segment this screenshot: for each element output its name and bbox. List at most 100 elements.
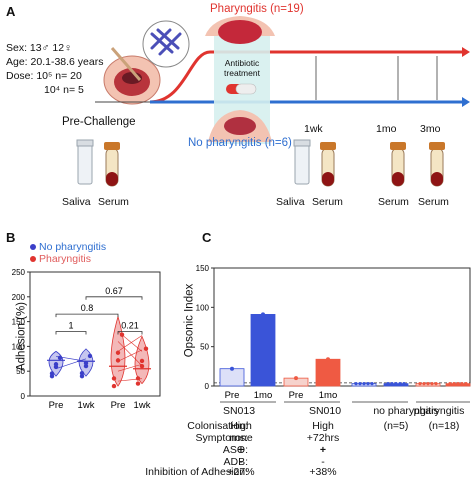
significance-bracket [117,331,143,335]
significance-bracket [55,331,87,335]
no-pharyngitis-label: No pharyngitis (n=6) [188,137,292,149]
pharyngitis-label: Pharyngitis (n=19) [210,3,304,15]
table-cell-sn010: - [321,456,325,468]
table-cell-sn013: - [239,456,243,468]
data-point [139,358,145,364]
data-point [460,382,464,386]
legend-dot-red [30,256,36,262]
data-point [139,363,145,369]
data-point [386,382,390,386]
demographic-age: Age: 20.1-38.6 years [6,56,104,68]
y-tick-label: 100 [196,303,210,312]
panel-b-letter: B [6,230,16,245]
table-cell-sn010: + [319,444,327,456]
y-tick-label: 150 [12,318,26,327]
panel-c-letter: C [202,230,212,245]
data-point [362,382,366,386]
demographic-dose-2: 10⁴ n= 5 [44,84,84,96]
sample-label-serum: Serum [98,196,129,208]
table-cell-sn013: none [229,432,253,444]
data-point [394,382,398,386]
plot-frame [29,271,161,397]
legend-no-pharyngitis: No pharyngitis [30,241,106,253]
paired-line [117,331,143,352]
bar [250,314,276,387]
data-point [261,312,265,317]
x-tick-label: 1wk [78,400,95,411]
pharyngitis-throat-illustration [205,16,275,44]
p-value-label: 0.67 [105,286,123,296]
data-point [418,382,422,386]
y-tick-label: 250 [12,268,26,277]
y-tick-label: 150 [196,264,210,273]
table-row-label: Symptoms: [195,432,248,444]
data-point [230,366,234,371]
x-tick-label: 1wk [134,400,151,411]
x-tick-label: Pre [225,390,240,401]
antibiotic-pill-icon [226,83,257,95]
timepoint-3mo: 3mo [420,123,441,135]
data-point [111,376,117,381]
paired-line [117,378,143,382]
data-point [294,376,298,381]
data-point [422,382,426,386]
legend-pharyngitis-label: Pharyngitis [39,253,91,265]
data-point [143,346,149,351]
p-value-label: 0.21 [121,321,139,331]
data-point [358,382,362,386]
timepoint-1wk: 1wk [304,123,323,135]
legend-no-pharyngitis-label: No pharyngitis [39,241,107,253]
serum-tube-icon [429,142,445,187]
legend-dot-blue [30,244,36,250]
table-row-label: Colonisation: [187,420,248,432]
paired-line [55,358,87,370]
y-tick-label: 50 [16,367,25,376]
no-pharyngitis-throat-illustration [208,110,272,142]
group-label-sn013: SN013 [222,405,256,417]
pre-challenge-label: Pre-Challenge [62,116,136,128]
data-point [83,360,89,366]
panel-a-letter: A [6,4,16,19]
p-value-label: 0.8 [81,303,94,313]
paired-line [117,363,143,372]
demographic-sex: Sex: 13♂ 12♀ [6,42,72,54]
legend-pharyngitis: Pharyngitis [30,253,91,265]
data-point [370,382,374,386]
table-cell-sn010: +38% [309,466,337,478]
table-cell-sn013: +27% [227,466,255,478]
data-point [111,383,117,389]
x-tick-label: Pre [49,400,64,411]
baseline-throat-illustration [103,47,161,105]
sample-label-serum: Serum [312,196,343,208]
group-count-no-pharyngitis: (n=5) [383,420,409,432]
data-point [49,371,55,376]
y-tick-label: 100 [12,342,26,351]
data-point [398,382,402,386]
y-tick-label: 0 [21,392,26,401]
data-point [426,382,430,386]
data-point [53,362,59,367]
x-tick-label: 1mo [319,390,337,401]
table-cell-sn013: + [237,444,245,456]
plot-frame [213,267,471,387]
sample-label-serum: Serum [418,196,449,208]
sample-label-serum: Serum [378,196,409,208]
table-row-label: ASO: [222,444,248,456]
group-count-pharyngitis: (n=18) [428,420,460,432]
group-label-pharyngitis: pharyngitis [413,405,465,417]
timepoint-1mo: 1mo [376,123,397,135]
data-point [464,382,468,386]
table-cell-sn013: High [230,420,252,432]
p-value-label: 1 [68,321,73,331]
data-point [448,382,452,386]
bar [219,368,245,387]
table-cell-sn010: High [312,420,334,432]
antibiotic-label: Antibiotic treatment [224,58,260,78]
data-point [135,381,141,386]
data-point [456,382,460,386]
data-point [354,382,358,386]
significance-bracket [85,296,143,300]
panel-a-illustration [76,16,470,187]
data-point [135,376,141,381]
